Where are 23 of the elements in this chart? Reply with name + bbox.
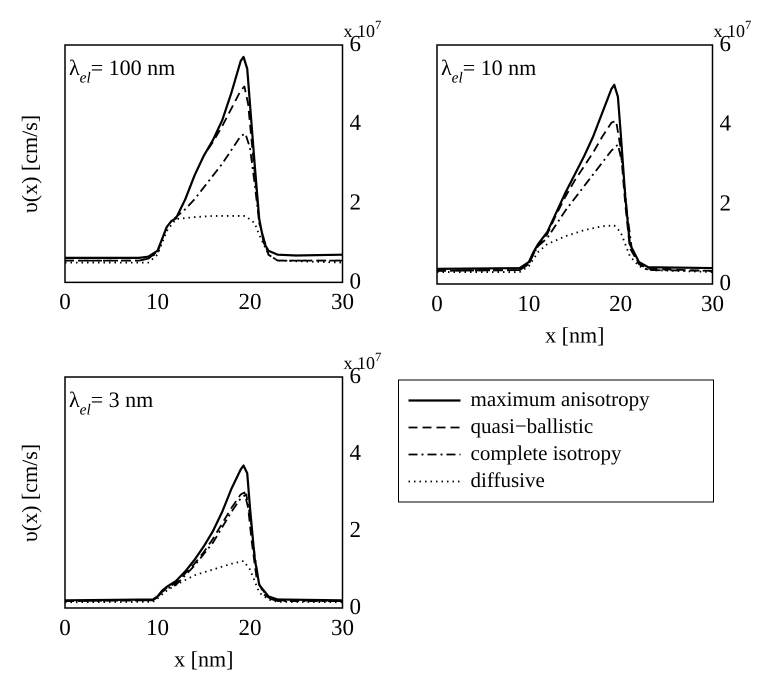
y-tick-label: 2 <box>350 189 361 214</box>
y-tick-label: 4 <box>350 110 362 136</box>
legend-label: quasi−ballistic <box>470 414 594 438</box>
x-tick-label: 0 <box>431 290 443 316</box>
x-tick-label: 0 <box>59 614 71 640</box>
x-tick-label: 10 <box>146 614 169 640</box>
x-axis-title: x [nm] <box>174 646 234 672</box>
x-tick-label: 20 <box>238 289 262 314</box>
legend-label: maximum anisotropy <box>470 387 650 412</box>
legend-label: diffusive <box>470 468 545 492</box>
y-tick-label: 2 <box>720 190 731 216</box>
y-axis-title: υ(x) [cm/s] <box>17 443 43 542</box>
x-tick-label: 20 <box>609 290 632 316</box>
x-tick-label: 20 <box>238 614 262 640</box>
legend-label: complete isotropy <box>470 441 622 466</box>
x-tick-label: 10 <box>146 289 169 314</box>
y-tick-label: 2 <box>350 517 361 542</box>
y-tick-label: 4 <box>720 110 732 136</box>
y-tick-label: 4 <box>350 440 362 466</box>
x-axis-title: x [nm] <box>545 322 604 348</box>
y-axis-title: υ(x) [cm/s] <box>17 114 43 213</box>
x-tick-label: 0 <box>59 289 71 314</box>
x-tick-label: 10 <box>517 290 540 316</box>
